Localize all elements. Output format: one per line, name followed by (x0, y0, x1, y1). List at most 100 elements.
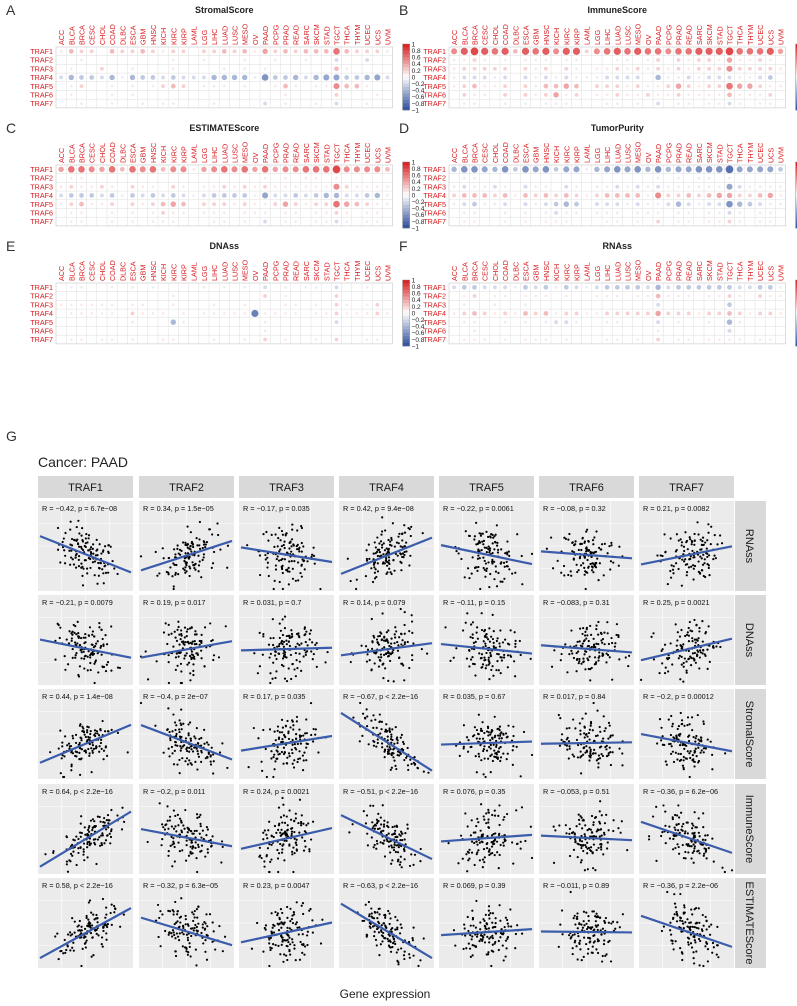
correlation-dot (512, 48, 518, 54)
scatter-point (603, 729, 606, 733)
correlation-dot (324, 185, 328, 189)
scatter-point (483, 757, 486, 760)
scatter-point (656, 554, 659, 557)
scatter-point (704, 541, 707, 544)
scatter-point (305, 746, 308, 749)
scatter-point (175, 830, 178, 833)
scatter-point (370, 567, 373, 570)
correlation-dot (767, 75, 773, 80)
colorbar-segment (402, 178, 410, 183)
colorbar-segment (402, 299, 410, 304)
scatter-point (488, 549, 491, 552)
scatter-point (95, 642, 98, 645)
column-label: HNSC (542, 143, 551, 163)
scatter-point (183, 654, 187, 657)
scatter-panel: R = −0.21, p = 0.0079 (38, 595, 133, 685)
scatter-point (271, 677, 274, 680)
correlation-dot (452, 67, 456, 71)
scatter-point (562, 564, 566, 568)
scatter-point (366, 832, 369, 835)
scatter-point (176, 744, 179, 747)
scatter-point (388, 727, 391, 730)
scatter-point (607, 752, 610, 755)
scatter-point (287, 640, 290, 643)
scatter-point (203, 626, 207, 629)
scatter-point (684, 634, 687, 638)
correlation-dot (615, 211, 619, 215)
scatter-point (384, 728, 387, 731)
correlation-dot (768, 66, 773, 71)
scatter-point (484, 667, 487, 670)
correlation-dot (59, 185, 63, 189)
scatter-point (601, 652, 604, 655)
scatter-point (490, 668, 493, 672)
scatter-point (301, 769, 305, 772)
scatter-point (495, 743, 498, 747)
colorbar-segment (795, 303, 797, 307)
scatter-point (172, 840, 175, 843)
correlation-dot (222, 285, 226, 289)
column-label: STAD (322, 144, 331, 163)
scatter-point (305, 718, 308, 721)
scatter-point (465, 736, 469, 739)
scatter-point (682, 643, 685, 646)
scatter-point (579, 733, 582, 736)
correlation-dot (748, 76, 752, 79)
scatter-point (492, 833, 495, 836)
scatter-point (192, 669, 195, 672)
correlation-dot (717, 93, 721, 97)
correlation-dot (151, 185, 155, 189)
correlation-dot (345, 220, 349, 223)
scatter-point (387, 556, 391, 559)
scatter-point (711, 753, 714, 756)
correlation-dot (656, 202, 660, 206)
scatter-point (501, 641, 505, 644)
scatter-point (293, 830, 296, 834)
correlation-dot (716, 192, 723, 199)
scatter-point (295, 843, 298, 847)
scatter-point (498, 823, 501, 827)
correlation-dot (202, 185, 206, 189)
scatter-point (258, 573, 262, 577)
scatter-point (568, 653, 571, 656)
scatter-point (283, 615, 287, 618)
scatter-point (478, 841, 481, 844)
correlation-dot (656, 329, 660, 333)
scatter-point (200, 649, 203, 652)
correlation-dot (171, 220, 175, 223)
scatter-point (283, 677, 287, 680)
scatter-point (591, 729, 594, 732)
correlation-dot (715, 47, 723, 55)
correlation-annotation: R = −0.2, p = 0.00012 (643, 692, 714, 701)
scatter-point (378, 720, 382, 723)
correlation-dot (472, 311, 477, 316)
column-label: PAAD (261, 144, 270, 163)
scatter-point (281, 731, 284, 734)
scatter-point (98, 543, 101, 546)
scatter-point (496, 637, 499, 640)
scatter-point (278, 636, 281, 640)
scatter-point (713, 534, 716, 537)
scatter-point (173, 749, 176, 752)
scatter-point (80, 739, 83, 742)
column-label: HNSC (149, 261, 158, 281)
scatter-point (383, 749, 387, 752)
correlation-dot (687, 185, 691, 189)
scatter-point (505, 758, 508, 761)
scatter-point (692, 578, 695, 581)
scatter-point (277, 852, 281, 855)
column-label: CHOL (491, 261, 500, 281)
scatter-title: Cancer: PAAD (38, 454, 128, 470)
scatter-point (477, 755, 481, 758)
column-label: UCS (766, 148, 775, 163)
scatter-point (205, 540, 209, 544)
scatter-point (470, 851, 474, 854)
scatter-point (168, 815, 172, 818)
scatter-point (197, 845, 200, 849)
column-label: CHOL (98, 25, 107, 45)
scatter-point (269, 860, 272, 863)
scatter-point (387, 561, 390, 564)
correlation-dot (523, 92, 528, 97)
scatter-point (276, 746, 279, 749)
correlation-dot (687, 294, 691, 298)
